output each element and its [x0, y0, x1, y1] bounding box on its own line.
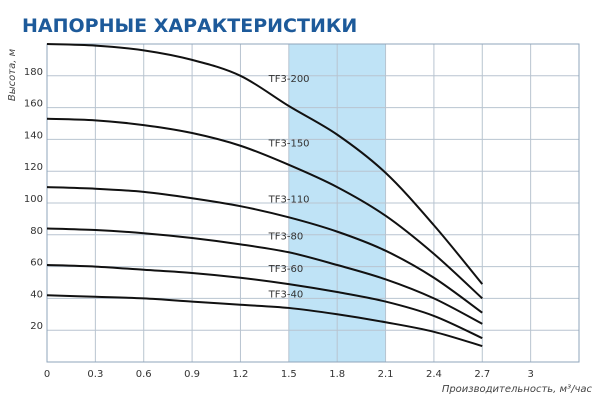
x-tick-label: 1.2 [233, 369, 249, 380]
line-series [46, 264, 483, 340]
series-label: TF3-60 [268, 264, 304, 275]
x-tick-label: 0 [44, 369, 50, 380]
line-series [46, 227, 483, 325]
plot-frame [46, 43, 580, 363]
series-label: TF3-110 [268, 195, 310, 206]
x-tick-label: 0.3 [87, 369, 103, 380]
x-tick-label: 0.9 [184, 369, 200, 380]
line-series [46, 294, 483, 348]
x-tick-label: 1.5 [281, 369, 297, 380]
line-series [46, 43, 484, 285]
x-tick-label: 2.4 [426, 369, 442, 380]
y-tick-label: 140 [24, 130, 43, 141]
y-tick-label: 160 [24, 99, 43, 110]
series-label: TF3-40 [268, 289, 304, 300]
y-tick-label: 60 [30, 258, 43, 269]
line-series [46, 186, 483, 314]
y-tick-label: 20 [30, 321, 43, 332]
chart-title: НАПОРНЫЕ ХАРАКТЕРИСТИКИ [22, 15, 357, 37]
y-tick-label: 40 [30, 289, 43, 300]
series-label: TF3-150 [268, 138, 310, 149]
x-tick-label: 1.8 [329, 369, 345, 380]
x-axis-label: Производительность, м³/час [442, 384, 593, 395]
x-tick-label: 2.1 [378, 369, 394, 380]
y-tick-label: 120 [24, 162, 43, 173]
series-label: TF3-80 [268, 231, 304, 242]
y-axis-label: Высота, м [7, 48, 18, 101]
line-series [46, 117, 483, 300]
x-tick-label: 2.7 [474, 369, 490, 380]
y-tick-label: 180 [24, 67, 43, 78]
x-tick-label: 3 [527, 369, 533, 380]
series-label: TF3-200 [268, 74, 310, 85]
x-tick-label: 0.6 [136, 369, 152, 380]
y-tick-label: 80 [30, 226, 43, 237]
y-tick-label: 100 [24, 194, 43, 205]
